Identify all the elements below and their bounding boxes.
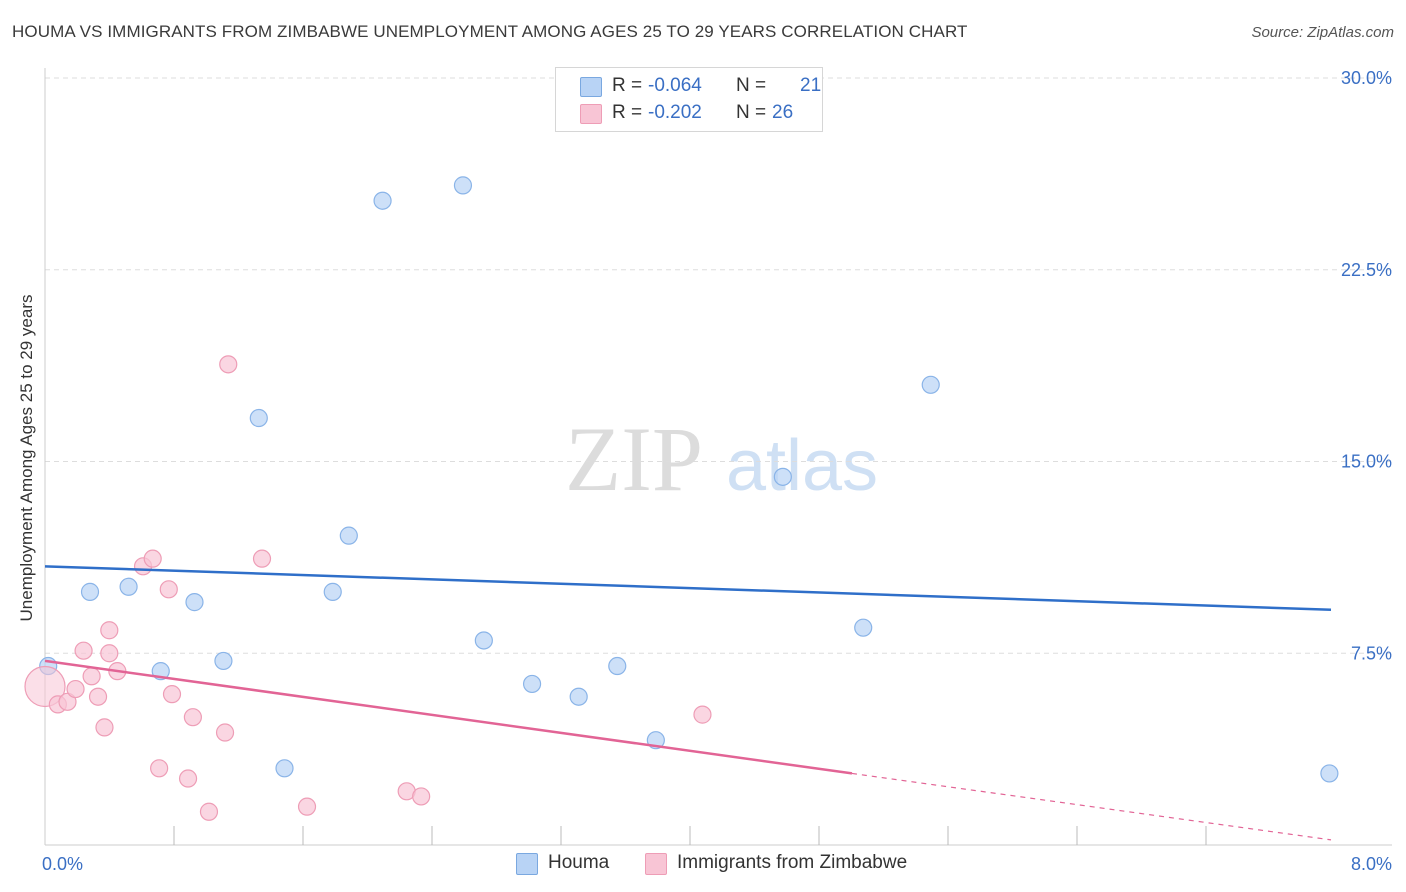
axes: [44, 68, 1392, 846]
watermark-atlas: atlas: [726, 426, 878, 506]
houma-point: [373, 191, 392, 210]
y-tick-label: 22.5%: [1341, 260, 1392, 280]
data-points: [24, 176, 1339, 821]
houma-point: [185, 593, 204, 612]
houma-trend-line: [44, 565, 1332, 612]
houma-point: [608, 656, 627, 676]
zimbabwe-point: [215, 723, 235, 742]
zimbabwe-point: [297, 797, 317, 816]
houma-point: [1320, 764, 1339, 783]
houma-point: [323, 582, 342, 601]
houma-legend-label: Houma: [548, 852, 610, 873]
zimbabwe-point: [100, 621, 119, 640]
legend-n-label: N =: [736, 75, 767, 96]
zimbabwe-point: [88, 687, 108, 706]
tick-labels: 7.5% 15.0% 22.5% 30.0% 0.0% 8.0%: [42, 68, 1392, 874]
houma-swatch: [516, 853, 538, 875]
houma-n-value: 21: [800, 75, 822, 96]
houma-point: [522, 674, 542, 694]
legend-n-label: N =: [736, 102, 767, 123]
zimbabwe-swatch: [645, 853, 667, 875]
zimbabwe-r-value: -0.202: [648, 102, 702, 123]
zimbabwe-point: [162, 685, 182, 704]
houma-r-value: -0.064: [648, 75, 702, 96]
zimbabwe-swatch: [580, 104, 602, 124]
zimbabwe-point: [412, 787, 431, 806]
grid: [45, 77, 1392, 654]
zimbabwe-point: [150, 759, 169, 778]
y-tick-label: 7.5%: [1351, 643, 1392, 663]
houma-point: [214, 651, 233, 671]
zimbabwe-trend-line: [44, 659, 853, 775]
watermark-zip: ZIP: [565, 408, 703, 510]
x-tick-label: 0.0%: [42, 854, 83, 874]
houma-point: [453, 176, 473, 195]
zimbabwe-point: [100, 644, 119, 663]
stats-legend: R = -0.064 N = 21 R = -0.202 N = 26: [555, 67, 823, 132]
houma-swatch: [580, 77, 602, 97]
legend-r-label: R =: [612, 102, 643, 123]
houma-point: [339, 526, 358, 545]
houma-point: [249, 408, 268, 428]
zimbabwe-point: [693, 705, 712, 724]
zimbabwe-point: [183, 708, 202, 727]
zimbabwe-point: [159, 580, 178, 599]
houma-point: [854, 618, 873, 637]
houma-point: [569, 687, 588, 706]
y-tick-label: 15.0%: [1341, 452, 1392, 472]
zimbabwe-point: [199, 802, 219, 821]
zimbabwe-trend-extension: [851, 772, 1332, 841]
zimbabwe-point: [95, 718, 114, 737]
y-tick-label: 30.0%: [1341, 68, 1392, 88]
zimbabwe-n-value: 26: [772, 102, 794, 123]
source-label: Source: ZipAtlas.com: [1251, 24, 1394, 41]
zimbabwe-legend-label: Immigrants from Zimbabwe: [677, 852, 908, 873]
houma-point: [773, 467, 792, 486]
x-tick-label: 8.0%: [1351, 854, 1392, 874]
houma-point: [80, 582, 100, 601]
zimbabwe-point: [66, 679, 85, 699]
zimbabwe-point: [178, 769, 198, 788]
trend-lines: [44, 565, 1332, 841]
zimbabwe-point: [74, 641, 93, 660]
chart-title: HOUMA VS IMMIGRANTS FROM ZIMBABWE UNEMPL…: [12, 22, 968, 41]
houma-point: [275, 759, 294, 778]
houma-point: [474, 631, 493, 650]
legend-r-label: R =: [612, 75, 643, 96]
houma-point: [921, 375, 940, 394]
watermark: ZIP atlas: [565, 408, 878, 510]
zimbabwe-point: [219, 355, 238, 374]
zimbabwe-point: [82, 667, 101, 686]
zimbabwe-point: [252, 549, 272, 568]
zimbabwe-point: [58, 692, 77, 711]
zimbabwe-point: [143, 549, 162, 568]
houma-point: [119, 577, 138, 596]
